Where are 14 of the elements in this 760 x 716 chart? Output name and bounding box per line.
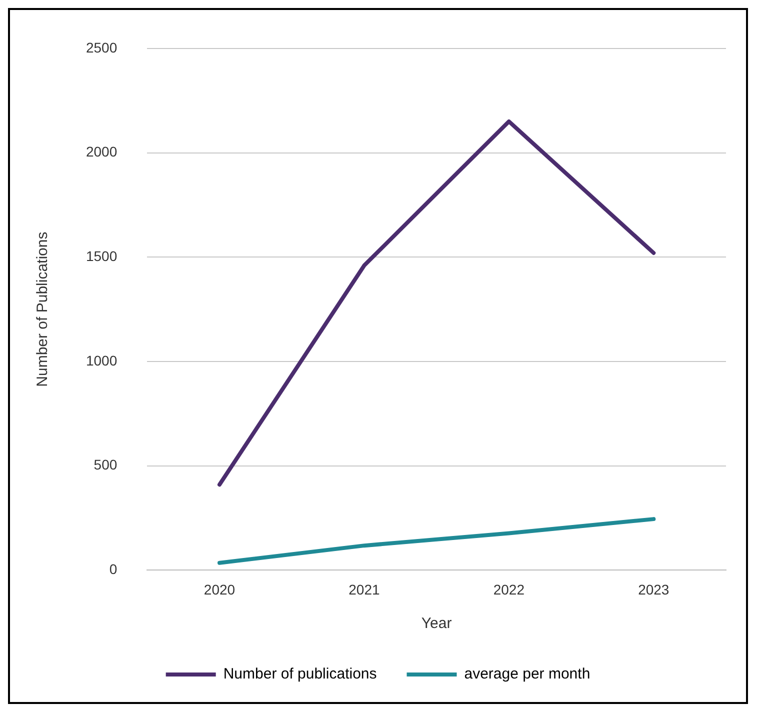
x-tick-label: 2022 xyxy=(493,581,525,598)
y-axis-title: Number of Publications xyxy=(34,232,52,387)
x-tick-label: 2020 xyxy=(204,581,236,598)
legend-label: average per month xyxy=(464,666,590,683)
x-axis-title: Year xyxy=(421,615,452,632)
x-tick-label: 2021 xyxy=(348,581,380,598)
y-tick-label: 0 xyxy=(109,561,118,578)
y-tick-label: 2000 xyxy=(86,144,118,160)
y-tick-label: 500 xyxy=(94,456,118,473)
y-tick-label: 2500 xyxy=(86,39,118,56)
x-tick-label: 2023 xyxy=(638,581,670,598)
y-tick-label: 1500 xyxy=(86,248,118,264)
y-tick-label: 1000 xyxy=(86,352,118,368)
legend-label: Number of publications xyxy=(223,666,377,683)
